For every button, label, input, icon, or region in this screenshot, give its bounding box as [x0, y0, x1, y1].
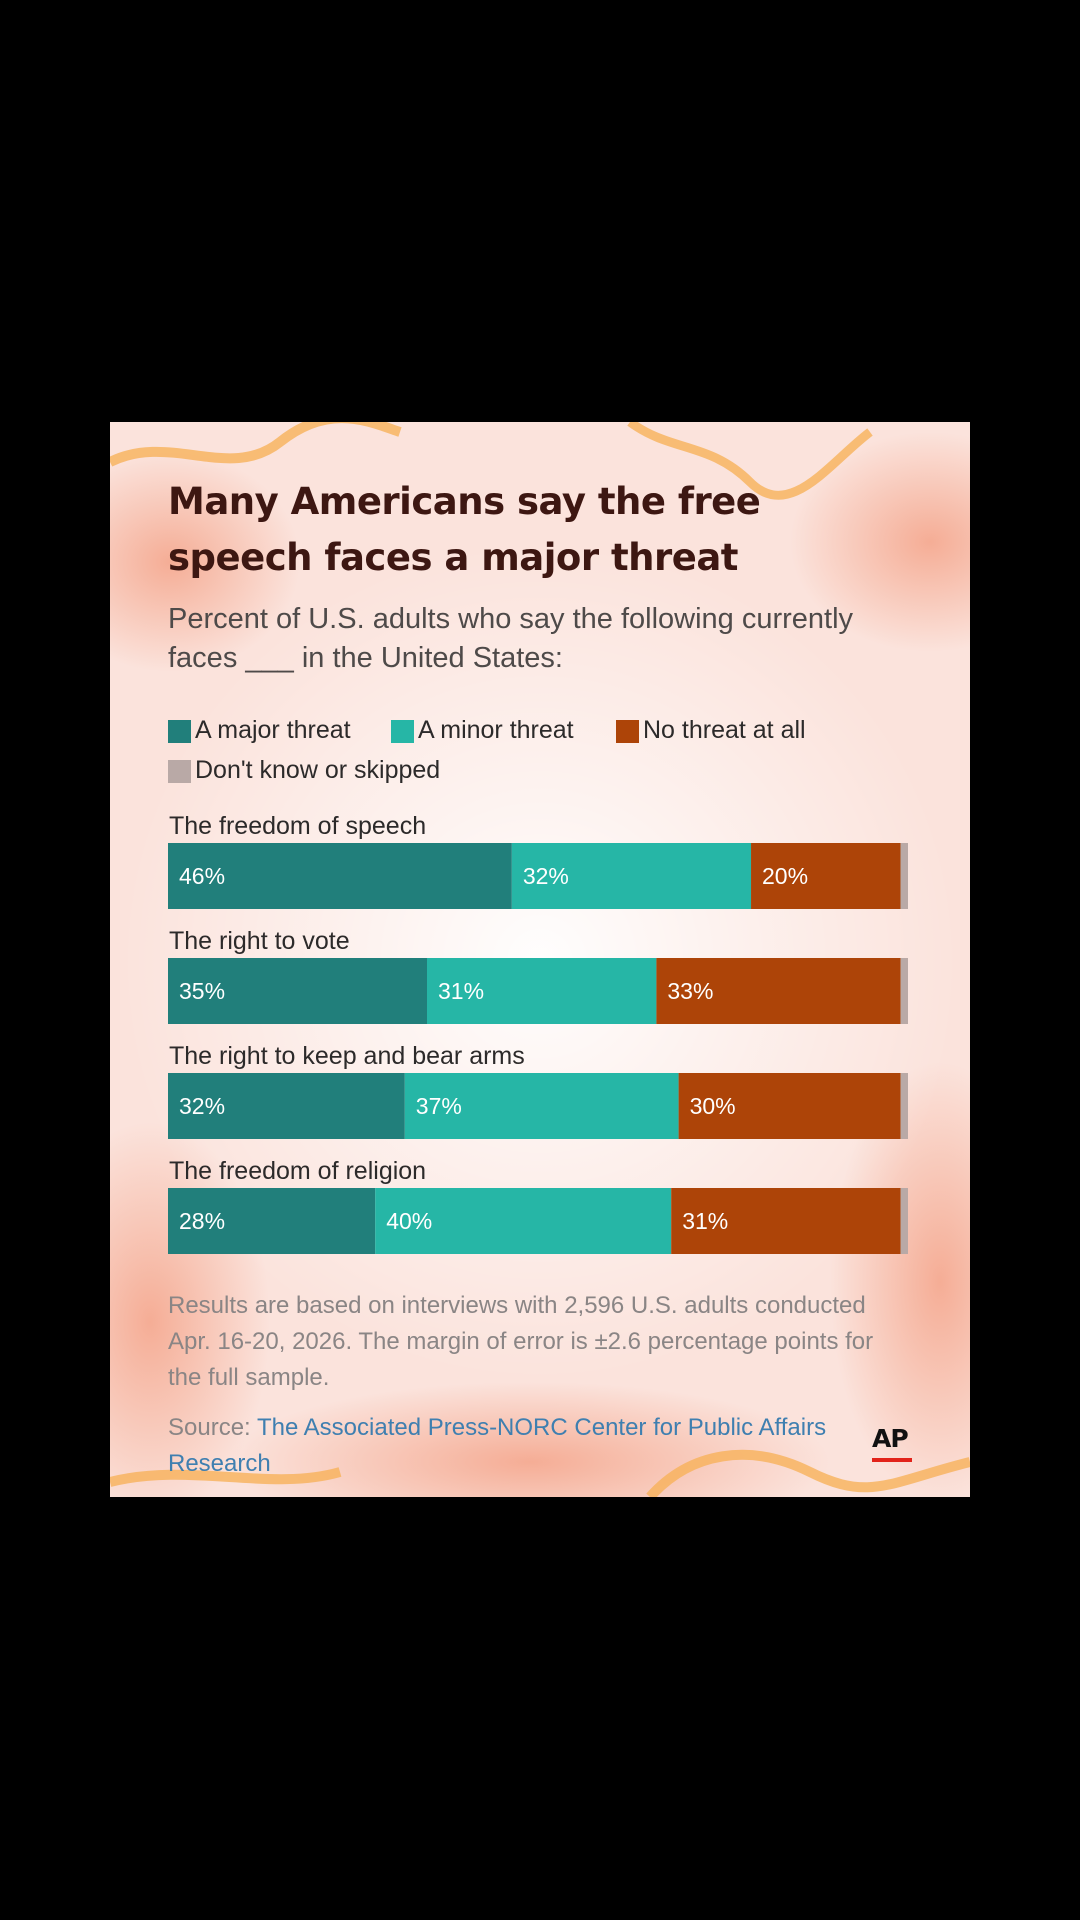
bar-segment-minor	[375, 1188, 672, 1254]
data-label: 35%	[179, 978, 225, 1004]
legend-label-none: No threat at all	[643, 716, 806, 744]
legend-swatch-major	[168, 720, 191, 743]
bar-segment-minor	[511, 843, 752, 909]
ap-logo: AP	[872, 1424, 914, 1464]
data-label: 20%	[762, 863, 808, 889]
bar-segment-major	[168, 958, 427, 1024]
chart-card: Many Americans say the free speech faces…	[110, 422, 970, 1497]
bar-segment-dontknow	[900, 1188, 908, 1254]
category-label: The freedom of religion	[169, 1157, 426, 1185]
stacked-bar-chart: The freedom of speech 46% 32% 20% The right …	[168, 812, 908, 1254]
bar-segment-none	[656, 958, 901, 1024]
category-label: The freedom of speech	[169, 812, 426, 840]
chart-subtitle: Percent of U.S. adults who say the follo…	[168, 603, 854, 674]
ap-logo-underline	[872, 1458, 912, 1462]
data-label: 31%	[682, 1208, 728, 1234]
data-label: 28%	[179, 1208, 225, 1234]
bar-segment-minor	[404, 1073, 679, 1139]
category-label: The right to vote	[169, 927, 350, 955]
data-label: 33%	[667, 978, 713, 1004]
data-label: 32%	[523, 863, 569, 889]
methodology-note: Results are based on interviews with 2,5…	[168, 1292, 874, 1391]
legend-label-major: A major threat	[195, 716, 351, 744]
decorative-background	[110, 422, 970, 1497]
data-label: 31%	[438, 978, 484, 1004]
source-prefix: Source:	[168, 1414, 257, 1441]
legend-swatch-minor	[391, 720, 414, 743]
source-line: Source: The Associated Press-NORC Center…	[168, 1410, 848, 1482]
data-label: 46%	[179, 863, 225, 889]
bar-segment-minor	[427, 958, 657, 1024]
bar-segment-major	[168, 1073, 405, 1139]
bar-segment-major	[168, 1188, 376, 1254]
legend-swatch-dontknow	[168, 760, 191, 783]
legend-label-minor: A minor threat	[418, 716, 574, 744]
bar-segment-dontknow	[900, 1073, 908, 1139]
bar-segment-dontknow	[900, 958, 908, 1024]
data-label: 37%	[416, 1093, 462, 1119]
category-label: The right to keep and bear arms	[169, 1042, 525, 1070]
data-label: 32%	[179, 1093, 225, 1119]
bar-segment-dontknow	[900, 843, 908, 909]
ap-logo-text: AP	[872, 1424, 909, 1453]
bar-segment-none	[671, 1188, 901, 1254]
bar-segment-major	[168, 843, 512, 909]
bar-segment-none	[678, 1073, 901, 1139]
data-label: 30%	[690, 1093, 736, 1119]
legend-label-dontknow: Don't know or skipped	[195, 756, 441, 784]
source-link[interactable]: The Associated Press-NORC Center for Pub…	[168, 1414, 827, 1477]
data-label: 40%	[386, 1208, 432, 1234]
bar-segment-none	[751, 843, 901, 909]
legend-swatch-none	[616, 720, 639, 743]
chart-title: Many Americans say the free speech faces…	[168, 480, 761, 579]
